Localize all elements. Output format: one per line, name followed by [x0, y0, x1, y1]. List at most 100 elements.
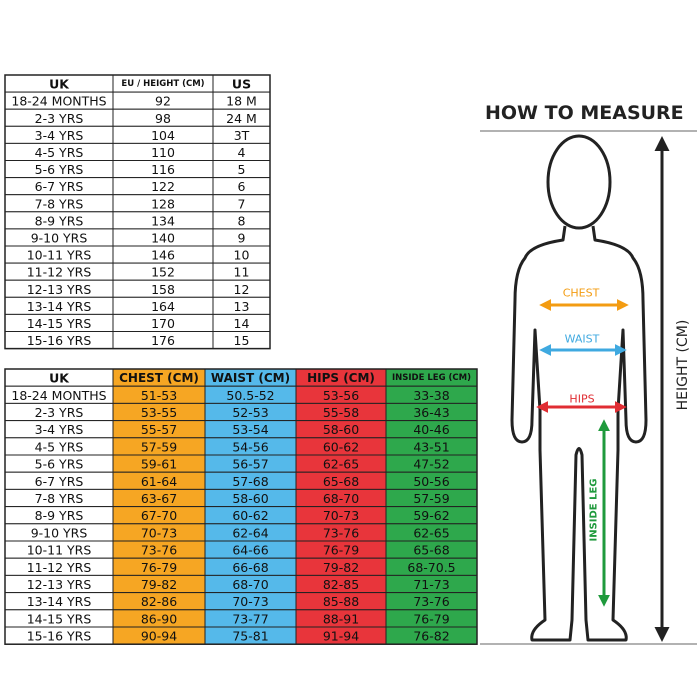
cell-text: 164 [151, 299, 175, 314]
cell-text: 4-5 YRS [35, 145, 84, 160]
cell-text: 65-68 [413, 543, 449, 558]
cell-text: 36-43 [413, 405, 449, 420]
cell-text: 146 [151, 248, 175, 263]
cell-text: 67-70 [141, 508, 177, 523]
cell-text: 3T [234, 128, 250, 143]
cell-text: 11-12 YRS [27, 560, 92, 575]
cell-text: 3-4 YRS [35, 422, 84, 437]
cell-text: 47-52 [413, 457, 449, 472]
cell-text: 170 [151, 316, 175, 331]
cell-text: 6-7 YRS [35, 179, 84, 194]
cell-text: 68-70 [232, 577, 268, 592]
cell-text: 7 [238, 196, 246, 211]
cell-text: 59-62 [413, 508, 449, 523]
cell-text: 11-12 YRS [27, 265, 92, 280]
cell-text: 18-24 MONTHS [11, 388, 106, 403]
cell-text: 73-76 [413, 594, 449, 609]
cell-text: 62-65 [413, 525, 449, 540]
cell-text: 56-57 [232, 457, 268, 472]
cell-text: 5 [238, 162, 246, 177]
cell-text: 15-16 YRS [27, 333, 92, 348]
cell-text: 85-88 [323, 594, 359, 609]
cell-text: 70-73 [323, 508, 359, 523]
cell-text: 58-60 [323, 422, 359, 437]
cell-text: 59-61 [141, 457, 177, 472]
cell-text: 68-70 [323, 491, 359, 506]
cell-text: 15 [234, 333, 250, 348]
cell-text: 33-38 [413, 388, 449, 403]
cell-text: 176 [151, 333, 175, 348]
cell-text: 13-14 YRS [27, 594, 92, 609]
cell-text: 104 [151, 128, 175, 143]
cell-text: 91-94 [323, 629, 359, 644]
cell-text: 57-59 [141, 439, 177, 454]
cell-text: 128 [151, 196, 175, 211]
cell-text: 10-11 YRS [27, 248, 92, 263]
cell-text: 10-11 YRS [27, 543, 92, 558]
cell-text: 2-3 YRS [35, 111, 84, 126]
cell-text: 73-77 [232, 611, 268, 626]
cell-text: 98 [155, 111, 171, 126]
cell-text: 13 [234, 299, 250, 314]
cell-text: 11 [234, 265, 250, 280]
cell-text: 8-9 YRS [35, 213, 84, 228]
cell-text: 18-24 MONTHS [11, 94, 106, 109]
cell-text: 66-68 [232, 560, 268, 575]
cell-text: 58-60 [232, 491, 268, 506]
cell-text: 65-68 [323, 474, 359, 489]
cell-text: 73-76 [141, 543, 177, 558]
cell-text: 5-6 YRS [35, 457, 84, 472]
cell-text: 4 [238, 145, 246, 160]
cell-text: 122 [151, 179, 175, 194]
cell-text: 24 M [226, 111, 257, 126]
column-header: WAIST (CM) [211, 371, 290, 385]
cell-text: 110 [151, 145, 175, 160]
chest-label: CHEST [563, 287, 600, 300]
cell-text: 82-85 [323, 577, 359, 592]
cell-text: 8 [238, 213, 246, 228]
cell-text: 5-6 YRS [35, 162, 84, 177]
cell-text: 6-7 YRS [35, 474, 84, 489]
cell-text: 7-8 YRS [35, 196, 84, 211]
cell-text: 57-59 [413, 491, 449, 506]
cell-text: 76-79 [323, 543, 359, 558]
cell-text: 13-14 YRS [27, 299, 92, 314]
cell-text: 14 [234, 316, 250, 331]
cell-text: 70-73 [232, 594, 268, 609]
cell-text: 158 [151, 282, 175, 297]
cell-text: 79-82 [323, 560, 359, 575]
cell-text: 61-64 [141, 474, 177, 489]
cell-text: 9 [238, 230, 246, 245]
cell-text: 52-53 [232, 405, 268, 420]
cell-text: 82-86 [141, 594, 177, 609]
cell-text: 60-62 [323, 439, 359, 454]
hips-label: HIPS [569, 393, 594, 406]
cell-text: 53-55 [141, 405, 177, 420]
cell-text: 79-82 [141, 577, 177, 592]
column-header: HIPS (CM) [307, 371, 375, 385]
column-header: US [232, 77, 251, 92]
cell-text: 60-62 [232, 508, 268, 523]
waist-label: WAIST [565, 333, 600, 346]
cell-text: 62-65 [323, 457, 359, 472]
column-header: UK [49, 371, 70, 386]
cell-text: 140 [151, 230, 175, 245]
column-header: UK [49, 77, 70, 92]
column-header: CHEST (CM) [119, 371, 199, 385]
cell-text: 8-9 YRS [35, 508, 84, 523]
cell-text: 12-13 YRS [27, 282, 92, 297]
cell-text: 12-13 YRS [27, 577, 92, 592]
height-label: HEIGHT (CM) [675, 320, 691, 411]
cell-text: 64-66 [232, 543, 268, 558]
cell-text: 50-56 [413, 474, 449, 489]
cell-text: 6 [238, 179, 246, 194]
cell-text: 57-68 [232, 474, 268, 489]
cell-text: 76-79 [141, 560, 177, 575]
cell-text: 14-15 YRS [27, 316, 92, 331]
cell-text: 63-67 [141, 491, 177, 506]
diagram-title: HOW TO MEASURE [485, 102, 684, 124]
cell-text: 14-15 YRS [27, 611, 92, 626]
cell-text: 76-79 [413, 611, 449, 626]
cell-text: 9-10 YRS [31, 230, 88, 245]
cell-text: 50.5-52 [226, 388, 274, 403]
